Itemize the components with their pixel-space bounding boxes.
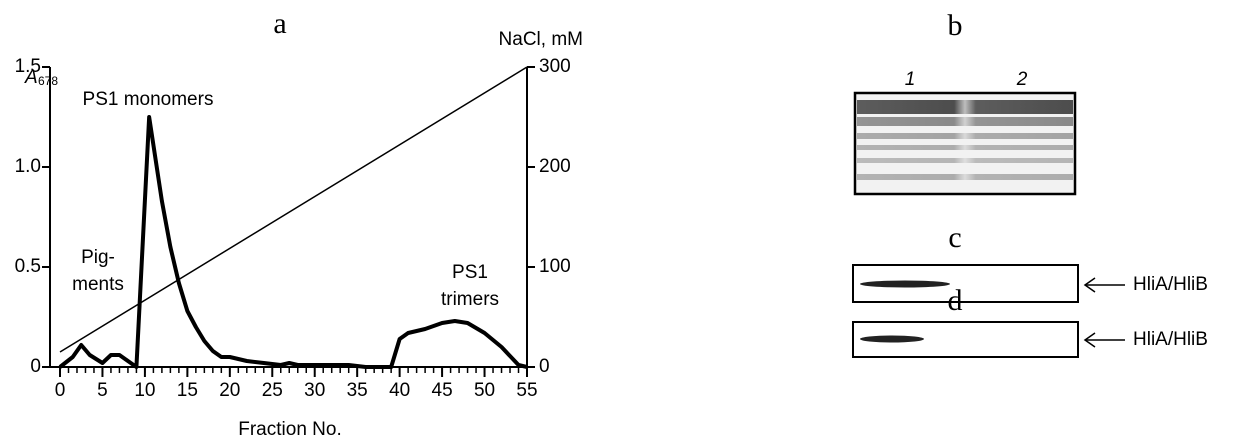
annotation: ments bbox=[72, 274, 124, 295]
y-axis-label: A bbox=[24, 67, 38, 88]
x-tick-label: 10 bbox=[134, 380, 155, 401]
y2-axis-label: NaCl, mM bbox=[499, 29, 583, 50]
annotation: trimers bbox=[441, 289, 499, 310]
x-tick-label: 20 bbox=[219, 380, 240, 401]
y2-tick-label: 100 bbox=[539, 256, 571, 277]
x-tick-label: 35 bbox=[347, 380, 368, 401]
y2-tick-label: 200 bbox=[539, 156, 571, 177]
lane-label: 2 bbox=[1016, 69, 1028, 90]
y-tick-label: 0 bbox=[30, 356, 41, 377]
panel-label: c bbox=[948, 221, 961, 254]
lane-label: 1 bbox=[905, 69, 916, 90]
x-axis-label: Fraction No. bbox=[238, 419, 341, 440]
x-tick-label: 5 bbox=[97, 380, 108, 401]
band-label: HliA/HliB bbox=[1133, 329, 1208, 350]
panel-label: d bbox=[948, 284, 963, 317]
x-tick-label: 55 bbox=[516, 380, 537, 401]
x-tick-label: 45 bbox=[432, 380, 453, 401]
gel-image bbox=[852, 264, 1125, 303]
band-label: HliA/HliB bbox=[1133, 274, 1208, 295]
x-tick-label: 30 bbox=[304, 380, 325, 401]
x-tick-label: 50 bbox=[474, 380, 495, 401]
y-tick-label: 1.0 bbox=[15, 156, 41, 177]
y2-tick-label: 300 bbox=[539, 56, 571, 77]
gel-image bbox=[852, 321, 1125, 358]
annotation: Pig- bbox=[81, 247, 115, 268]
x-tick-label: 25 bbox=[262, 380, 283, 401]
data-line bbox=[59, 66, 528, 353]
y-axis-label-subscript: 678 bbox=[38, 74, 58, 88]
x-tick-label: 40 bbox=[389, 380, 410, 401]
gel-image bbox=[853, 91, 1077, 196]
x-tick-label: 15 bbox=[177, 380, 198, 401]
y2-tick-label: 0 bbox=[539, 356, 550, 377]
x-tick-label: 0 bbox=[55, 380, 66, 401]
y-tick-label: 1.5 bbox=[15, 56, 41, 77]
panel-title: a bbox=[273, 7, 286, 40]
annotation: PS1 bbox=[452, 262, 488, 283]
panel-label: b bbox=[948, 9, 963, 42]
annotation: PS1 monomers bbox=[83, 89, 214, 110]
y-tick-label: 0.5 bbox=[15, 256, 41, 277]
data-line bbox=[58, 115, 528, 369]
